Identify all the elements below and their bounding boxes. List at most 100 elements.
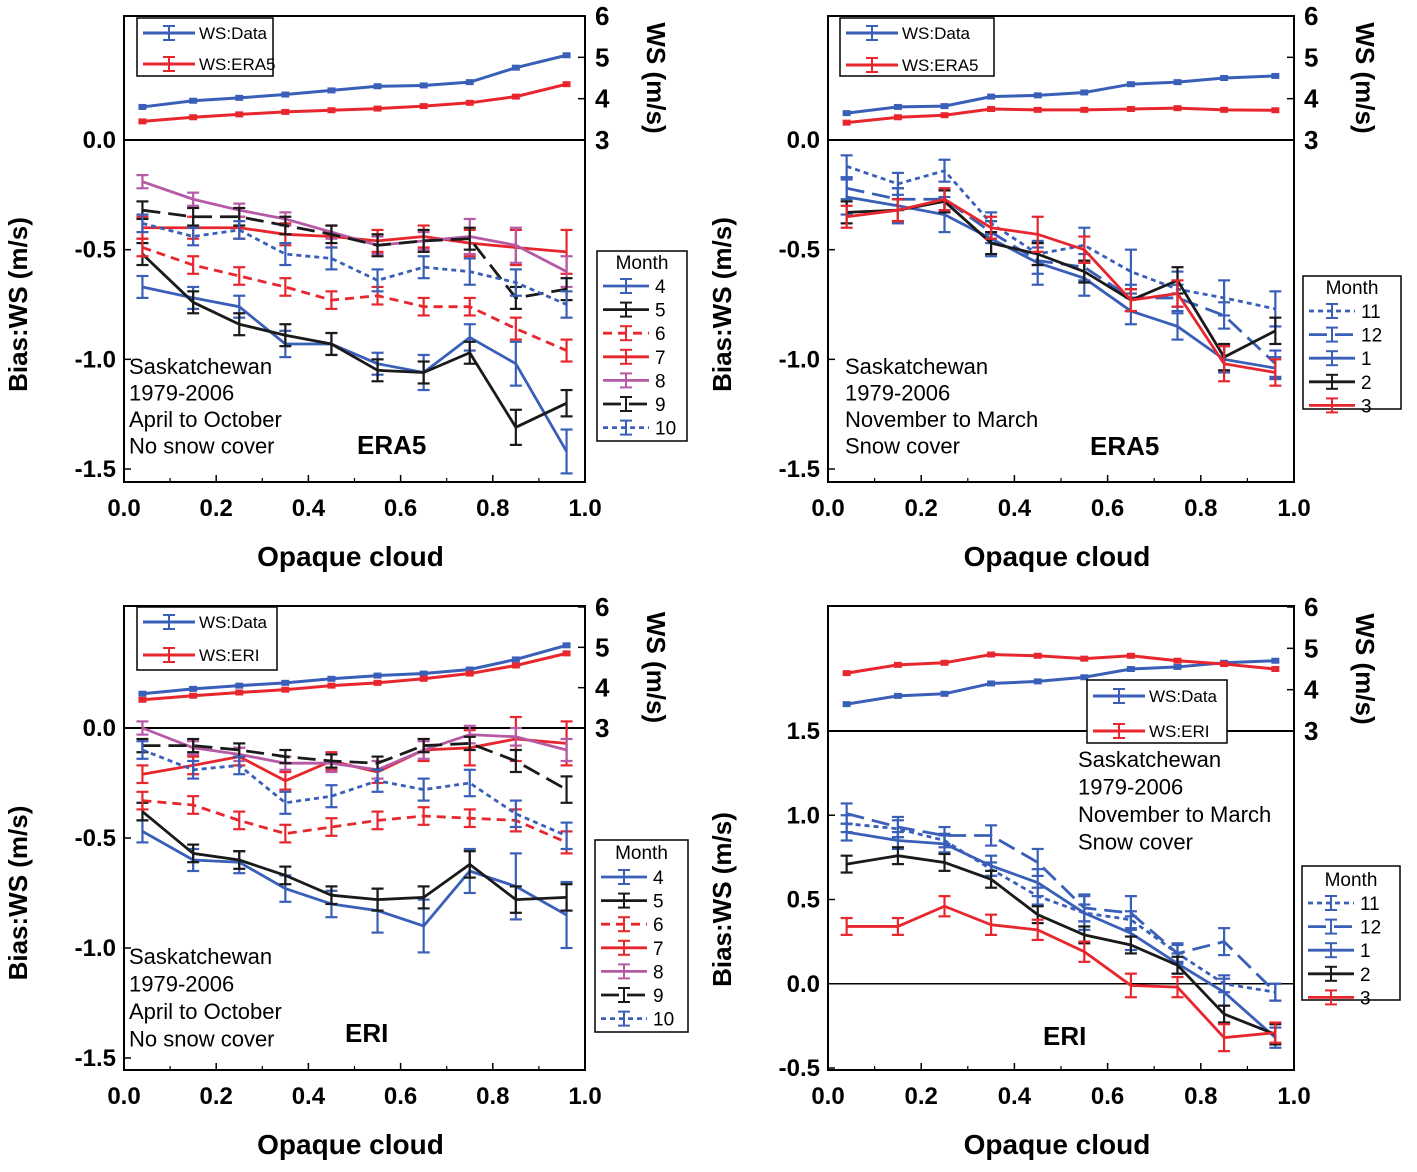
ws-data-point [1080, 89, 1089, 96]
ws-data-point [842, 670, 851, 677]
ws-data-point [465, 666, 474, 673]
y2-tick-label: 4 [595, 84, 610, 114]
x-tick-label: 0.0 [107, 495, 140, 522]
ws-series-line [846, 74, 1276, 115]
ws-data-point [419, 670, 428, 677]
ws-data-point [1126, 652, 1135, 659]
chart-panel-bottom-right: 0.0 0.2 0.4 0.6 0.8 1.0 Opaque cloud 1.5 1.0 0.5 0… [707, 592, 1401, 1160]
ws-data-point [893, 114, 902, 121]
ws-data-point [562, 650, 571, 657]
y2-axis-label: WS (m/s) [1350, 22, 1380, 133]
bias-series-line [846, 164, 1276, 311]
ws-series-line [846, 659, 1276, 706]
legend-label: 9 [653, 986, 664, 1007]
x-tick-label: 0.2 [200, 495, 233, 522]
month-legend-title: Month [616, 253, 669, 274]
annotation-text: Snow cover [845, 434, 960, 459]
ws-data-point [327, 682, 336, 689]
ws-data-point [893, 692, 902, 699]
legend-label: 10 [655, 419, 676, 440]
ws-data-point [893, 661, 902, 668]
bias-series-month-2 [840, 189, 1282, 372]
y2-tick-label: 5 [595, 632, 609, 662]
ws-data-point [281, 686, 290, 693]
ws-data-point [189, 114, 198, 121]
x-tick-label: 0.8 [476, 1083, 509, 1110]
ws-data-point [373, 672, 382, 679]
x-axis-label: Opaque cloud [964, 541, 1151, 572]
x-tick-label: 0.4 [292, 495, 326, 522]
x-tick-label: 0.2 [200, 1083, 233, 1110]
ws-data-point [373, 105, 382, 112]
annotation-text: 1979-2006 [129, 381, 234, 406]
bias-series-month-3 [840, 187, 1282, 387]
legend-label: 4 [655, 277, 666, 298]
bias-series-line [142, 799, 568, 844]
ws-data-point [511, 64, 520, 71]
ws-series-line [142, 82, 567, 123]
ws-data-point [465, 99, 474, 106]
ws-data-point [1126, 106, 1135, 112]
x-tick-label: 1.0 [1277, 1083, 1310, 1110]
x-tick-label: 0.0 [811, 495, 844, 522]
bias-series-month-9 [136, 200, 573, 310]
ws-data-point [1220, 661, 1229, 668]
ws-data-point [138, 696, 147, 703]
x-axis-label: Opaque cloud [964, 1129, 1151, 1160]
ws-data-point [373, 679, 382, 686]
ws-data-point [189, 685, 198, 692]
ws-data-point [327, 87, 336, 94]
y2-tick-label: 4 [595, 673, 610, 703]
legend-label: 8 [653, 962, 664, 983]
legend-label: 2 [1361, 373, 1372, 394]
bias-series-line [142, 741, 568, 791]
ws-data-point [235, 682, 244, 689]
annotation-text: Snow cover [1078, 830, 1193, 855]
legend-label: 2 [1360, 965, 1371, 986]
annotation-text: 1979-2006 [845, 381, 950, 406]
legend-label: 1 [1361, 349, 1372, 370]
y-tick-label: -0.5 [779, 237, 820, 264]
ws-data-point [940, 659, 949, 666]
ws-data-point [1033, 92, 1042, 99]
annotation-text: November to March [1078, 802, 1271, 827]
ws-data-point [987, 680, 996, 687]
ws-series-line [142, 651, 567, 702]
ws-data-point [1173, 105, 1182, 112]
ws-data-point [281, 679, 290, 686]
ws-data-point [1271, 666, 1280, 672]
ws-data-point [562, 642, 571, 649]
bias-series-line [846, 195, 1276, 370]
bias-series-line [846, 830, 1277, 1039]
bias-series-month-6 [136, 790, 573, 855]
ws-data-point [1271, 107, 1280, 114]
ws-series-line [142, 643, 567, 696]
ws-data-point [235, 94, 244, 101]
ws-data-point [327, 107, 336, 114]
ws-data-point [138, 118, 147, 125]
x-tick-label: 0.2 [905, 1083, 938, 1110]
legend-label: 4 [653, 868, 664, 889]
ws-data-point [281, 91, 290, 98]
y-tick-label: 0.0 [83, 715, 116, 742]
bias-series-month-10 [136, 740, 573, 851]
y-tick-label: 1.0 [787, 802, 820, 829]
legend-label: 5 [655, 301, 666, 322]
y2-tick-label: 3 [595, 125, 609, 155]
ws-data-point [235, 111, 244, 118]
y2-tick-label: 3 [595, 713, 609, 743]
ws-data-point [138, 690, 147, 697]
y-tick-label: -1.0 [75, 935, 116, 962]
x-tick-label: 0.6 [384, 495, 417, 522]
x-tick-label: 0.0 [811, 1083, 844, 1110]
y-tick-label: -1.5 [75, 1045, 116, 1072]
ws-data-point [189, 692, 198, 699]
month-legend-title: Month [1326, 278, 1379, 299]
y-axis-label: Bias:WS (m/s) [707, 812, 737, 987]
chart-panel-top-left: 0.0 0.2 0.4 0.6 0.8 1.0 Opaque cloud 0.0 -0.5 -1.… [3, 1, 688, 572]
ws-data-point [842, 701, 851, 708]
ws-data-point [562, 81, 571, 88]
ws-data-point [1033, 678, 1042, 685]
annotation-text: 1979-2006 [1078, 775, 1183, 800]
